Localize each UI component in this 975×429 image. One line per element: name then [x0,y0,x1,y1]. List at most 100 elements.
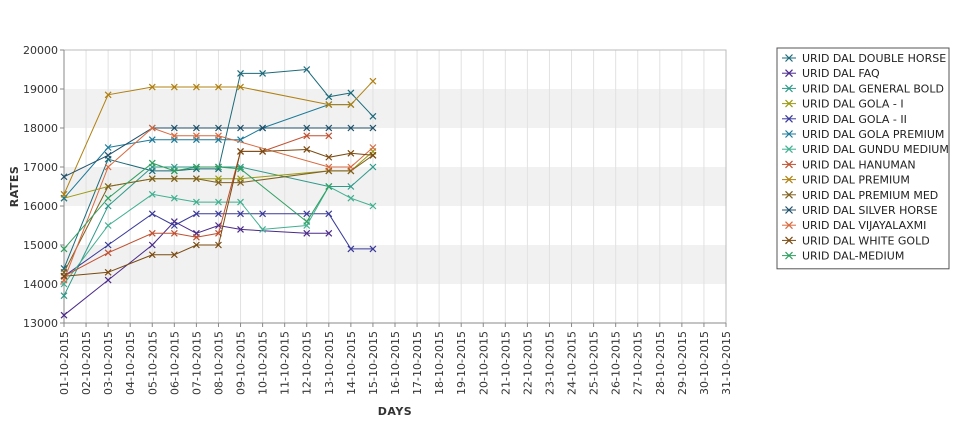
series [60,124,377,284]
data-point [215,241,222,249]
x-tick-label: 08-10-2015 [212,331,225,395]
data-point [237,210,244,218]
data-point [170,83,178,91]
x-tick-label: 13-10-2015 [323,331,336,395]
series [60,218,333,319]
y-tick-label: 16000 [23,200,58,213]
x-tick-label: 20-10-2015 [477,331,490,395]
legend-item: URID DAL GOLA - I [782,98,904,111]
x-tick-label: 21-10-2015 [499,331,512,395]
data-point [60,272,68,280]
x-tick-label: 05-10-2015 [146,331,159,395]
legend-marker [785,236,793,245]
x-tick-label: 22-10-2015 [521,331,534,395]
data-point [237,124,244,132]
data-point [369,202,377,210]
legend-marker [785,251,793,260]
x-tick-label: 29-10-2015 [676,331,689,395]
x-tick-label: 24-10-2015 [566,331,579,395]
data-point [170,132,178,140]
data-point [148,210,156,218]
y-tick-label: 13000 [23,317,58,330]
data-point [369,112,377,120]
x-tick-label: 12-10-2015 [301,331,314,395]
legend-label: URID DAL PREMIUM [802,174,910,187]
legend-label: URID DAL GUNDU MEDIUM [802,143,949,156]
data-point [170,251,178,259]
data-point [60,245,68,253]
legend-box [776,47,950,270]
data-point [369,151,377,159]
legend-item: URID DAL VIJAYALAXMI [782,219,926,232]
data-point [148,251,156,259]
data-point [170,222,178,229]
legend-label: URID DAL DOUBLE HORSE [802,52,946,65]
legend-label: URID DAL-MEDIUM [802,250,904,263]
data-point [148,83,156,91]
data-point [237,147,244,155]
data-point [303,229,311,237]
data-point [369,245,377,253]
data-point [192,175,200,183]
data-point [148,229,156,237]
data-point [325,183,333,190]
legend-label: URID DAL VIJAYALAXMI [802,219,926,232]
y-tick-label: 20000 [23,44,58,57]
data-point [60,292,68,300]
data-point [237,179,244,187]
data-point [303,210,311,218]
x-tick-label: 16-10-2015 [389,331,402,395]
x-tick-label: 04-10-2015 [124,331,137,395]
legend-marker [785,84,793,93]
x-tick-label: 02-10-2015 [80,331,93,395]
data-point [215,198,222,206]
series-line [63,135,329,277]
legend: URID DAL DOUBLE HORSE URID DAL FAQ URID DA… [776,47,950,270]
x-tick-label: 01-10-2015 [58,331,71,395]
data-point [215,124,222,132]
data-point [347,163,355,171]
data-point [347,245,355,253]
data-point [325,229,333,237]
legend-label: URID DAL PREMIUM MED [802,189,938,202]
legend-item: URID DAL-MEDIUM [782,250,904,263]
series [60,146,377,280]
data-point [347,149,355,157]
data-point [325,210,333,218]
series [60,159,333,253]
legend-label: URID DAL HANUMAN [802,158,916,171]
y-tick-label: 14000 [23,278,58,291]
data-point [303,146,311,153]
data-point [237,69,244,77]
x-tick-label: 10-10-2015 [257,331,270,395]
data-point [192,210,200,218]
legend-item: URID DAL HANUMAN [782,158,916,171]
data-point [170,124,178,132]
x-tick-label: 28-10-2015 [654,331,667,395]
legend-item: URID DAL FAQ [782,67,880,80]
data-point [104,202,112,210]
x-axis-title: DAYS [378,405,412,418]
x-axis: 01-10-2015 02-10-2015 03-10-2015 04-10-2015… [58,322,733,395]
x-tick-label: 15-10-2015 [367,331,380,395]
data-point [104,222,112,229]
data-point [215,83,222,91]
legend-item: URID DAL DOUBLE HORSE [782,52,946,65]
data-point [148,190,156,198]
data-point [192,233,200,241]
data-point [325,153,333,161]
data-point [303,124,311,132]
legend-item: URID DAL WHITE GOLD [782,234,930,247]
data-point [148,241,156,249]
data-point [104,194,112,202]
data-point [259,210,267,218]
legend-label: URID DAL GOLA - II [802,113,907,126]
legend-item: URID DAL PREMIUM [782,174,910,187]
x-tick-label: 26-10-2015 [610,331,623,395]
legend-marker [785,206,793,214]
data-point [347,194,355,202]
data-point [237,83,244,91]
x-tick-label: 11-10-2015 [279,331,292,395]
data-point [369,77,377,85]
